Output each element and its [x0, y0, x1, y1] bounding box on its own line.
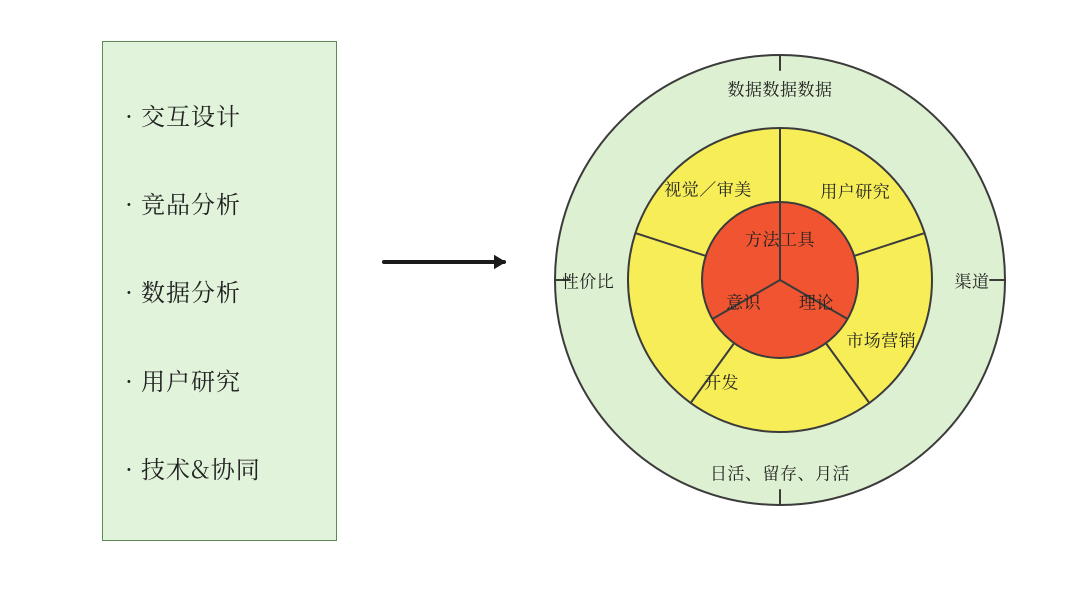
ring-label: 日活、留存、月活: [710, 460, 850, 485]
ring-label: 市场营销: [846, 326, 916, 351]
list-item: · 交互设计: [125, 97, 314, 132]
ring-label: 方法工具: [745, 226, 815, 251]
ring-label: 用户研究: [820, 178, 890, 203]
ring-label: 意识: [726, 289, 761, 314]
list-item: · 用户研究: [125, 362, 314, 397]
skills-list-box: · 交互设计 · 竞品分析 · 数据分析 · 用户研究 · 技术&协同: [102, 41, 337, 541]
ring-label: 理论: [799, 289, 834, 314]
ring-label: 渠道: [955, 268, 990, 293]
ring-label: 视觉／审美: [664, 175, 752, 200]
ring-label: 数据数据数据: [728, 76, 833, 101]
ring-label: 开发: [704, 369, 739, 394]
list-item: · 数据分析: [125, 273, 314, 308]
ring-diagram: [549, 49, 1011, 511]
list-item: · 竞品分析: [125, 185, 314, 220]
list-item: · 技术&协同: [125, 450, 314, 485]
ring-label: 性价比: [562, 268, 615, 293]
stage: · 交互设计 · 竞品分析 · 数据分析 · 用户研究 · 技术&协同 数据数据…: [0, 0, 1080, 598]
arrow-icon: [368, 246, 522, 278]
